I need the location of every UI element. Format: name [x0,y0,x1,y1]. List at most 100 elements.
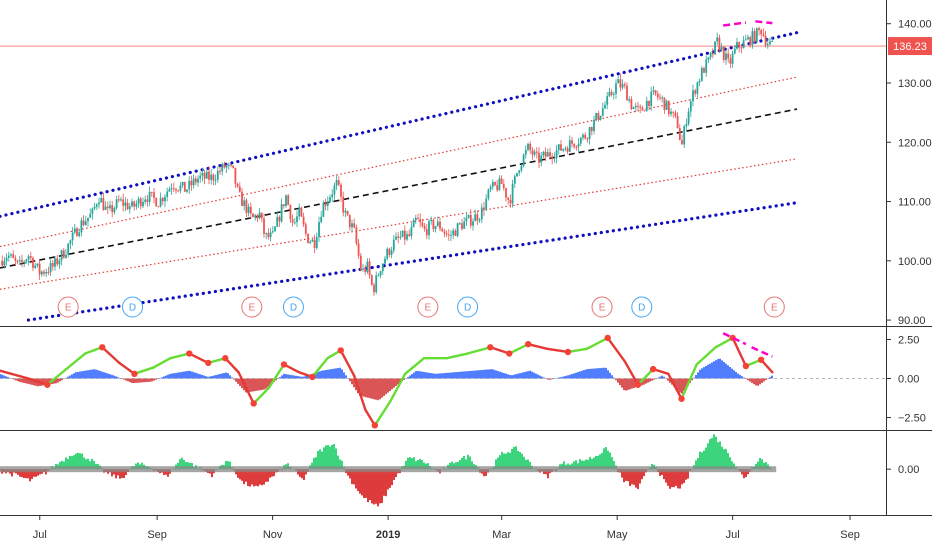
vol-axis-label: 0.00 [898,464,919,476]
candle-down [483,207,485,211]
earnings-marker[interactable]: E [57,296,79,318]
vol-bar-up [527,459,529,470]
osc-hist-bar-up [463,371,465,379]
vol-bar-up [707,443,709,470]
oscillator-panel[interactable] [0,332,886,429]
dividend-marker[interactable]: D [122,296,144,318]
volume-oscillator-panel[interactable] [0,434,777,507]
osc-hist-bar-up [535,373,537,379]
osc-hist-bar-up [73,373,75,379]
vol-bar-up [87,458,89,470]
candle-down [727,53,730,59]
candle-up [516,172,518,177]
candle-up [716,37,719,42]
vol-bar-up [523,456,525,470]
osc-hist-bar-down [749,378,751,382]
osc-hist-bar-down [669,378,671,383]
osc-hist-bar-up [501,372,503,379]
vol-bar-up [695,460,697,470]
osc-hist-bar-down [31,378,33,385]
candle-down [289,204,292,220]
candle-up [265,233,268,235]
osc-hist-bar-up [731,368,733,379]
candle-up [410,227,413,236]
osc-hist-bar-up [165,375,167,379]
vol-bar-up [613,461,615,470]
candle-up [23,261,26,263]
earnings-marker[interactable]: E [417,296,439,318]
vol-bar-up [759,458,761,470]
osc-hist-bar-up [607,370,609,379]
vol-bar-up [603,448,605,470]
osc-hist-bar-up [409,375,411,379]
vol-bar-down [635,469,637,488]
candle-up [568,140,571,152]
osc-hist-bar-up [573,373,575,379]
vol-bar-down [547,469,549,479]
osc-hist-bar-down [269,378,271,386]
vol-bar-up [499,455,501,470]
dividend-marker[interactable]: D [631,296,653,318]
osc-hist-bar-down [755,378,757,386]
osc-line-segment [252,386,271,405]
vol-bar-down [251,469,253,485]
osc-hist-bar-up [589,368,591,379]
osc-hist-bar-down [623,378,625,391]
osc-hist-bar-up [83,370,85,379]
osc-hist-bar-up [329,369,331,379]
osc-hist-bar-down [391,378,393,390]
osc-hist-bar-up [533,372,535,379]
vol-bar-down [641,469,643,480]
candle-up [751,31,754,46]
earnings-marker[interactable]: E [591,296,613,318]
vol-bar-down [303,469,305,480]
osc-hist-bar-up [707,364,709,379]
vol-bar-up [315,457,317,470]
vol-bar-up [449,462,451,470]
vol-bar-down [115,469,117,479]
vol-bar-down [247,469,249,487]
osc-hist-bar-down [757,378,759,386]
candle-up [344,210,347,213]
dividend-marker[interactable]: D [282,296,304,318]
earnings-marker[interactable]: E [241,296,263,318]
osc-hist-bar-down [261,378,263,390]
osc-hist-bar-up [413,372,415,379]
osc-hist-bar-down [135,378,137,383]
vol-bar-up [63,461,65,470]
candle-down [678,128,681,141]
osc-hist-bar-up [467,371,469,379]
osc-hist-bar-up [485,369,487,379]
candle-down [157,206,160,208]
candle-down [263,218,265,234]
osc-hist-bar-down [155,378,157,380]
candle-down [443,231,446,234]
candle-up [487,189,490,199]
candle-down [252,213,254,218]
osc-hist-bar-up [465,371,467,379]
candle-up [18,260,21,262]
osc-hist-bar-down [57,378,59,383]
candle-up [401,230,404,237]
candle-up [36,263,39,266]
earnings-marker[interactable]: E [763,296,785,318]
time-axis[interactable]: Jul Sep Nov 2019 Mar May Jul Sep [33,515,860,541]
osc-hist-bar-up [521,372,523,379]
candle-down [531,150,534,155]
candle-up [705,59,708,73]
osc-hist-bar-up [725,363,727,379]
osc-hist-bar-up [579,371,581,379]
candle-up [89,213,92,218]
candle-up [271,231,274,233]
osc-hist-bar-down [349,378,351,382]
candle-up [379,271,382,276]
candle-up [520,165,523,171]
candle-down [659,97,661,99]
candle-up [700,68,703,81]
candle-up [205,171,208,179]
candle-up [78,232,81,237]
osc-hist-bar-down [233,378,235,380]
dividend-marker-circle [282,296,304,318]
dividend-marker[interactable]: D [457,296,479,318]
